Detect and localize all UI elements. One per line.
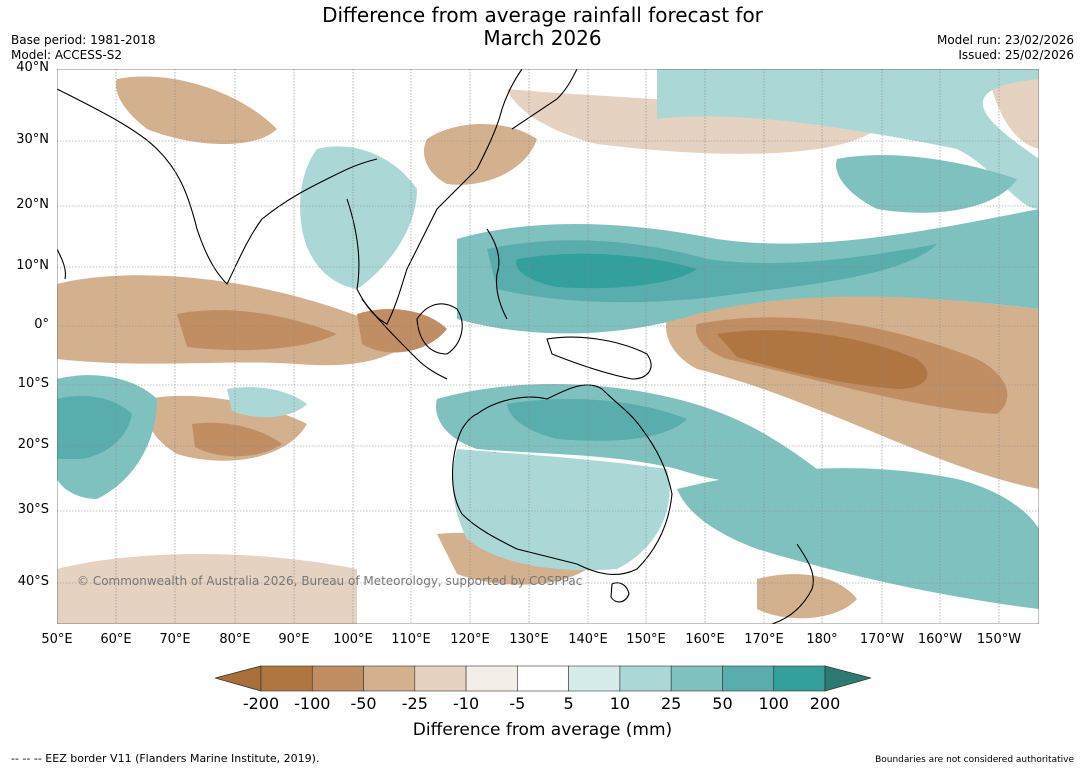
colorbar-tick-label: 100 bbox=[758, 694, 789, 713]
copyright-watermark: © Commonwealth of Australia 2026, Bureau… bbox=[77, 574, 583, 588]
boundaries-disclaimer: Boundaries are not considered authoritat… bbox=[875, 755, 1074, 765]
colorbar-label: Difference from average (mm) bbox=[412, 720, 673, 740]
coast-new-zealand bbox=[771, 543, 814, 624]
dry-pacific-max bbox=[717, 330, 928, 389]
longitude-label: 180° bbox=[806, 632, 838, 647]
colorbar-tick-label: -10 bbox=[453, 694, 480, 713]
colorbar-tick-label: 200 bbox=[809, 694, 841, 713]
longitude-label: 50°E bbox=[41, 632, 73, 647]
eez-border-note: -- -- -- EEZ border V11 (Flanders Marine… bbox=[11, 752, 320, 765]
graticule bbox=[57, 69, 1039, 624]
latitude-label: 40°S bbox=[17, 574, 49, 589]
coast-arabia-africa bbox=[57, 248, 66, 280]
latitude-label: 10°N bbox=[16, 258, 49, 273]
coast-new-guinea bbox=[546, 336, 652, 380]
colorbar-segment bbox=[363, 665, 416, 692]
issued-date: Issued: 25/02/2026 bbox=[958, 48, 1074, 62]
wet-south-pacific bbox=[677, 468, 1039, 609]
colorbar-extend-low bbox=[215, 665, 262, 692]
colorbar-tick-label: 50 bbox=[712, 694, 733, 713]
coast-japan bbox=[511, 69, 578, 130]
colorbar-tick-label: 10 bbox=[609, 694, 631, 713]
longitude-label: 110°E bbox=[391, 632, 431, 647]
rainfall-anomaly-field bbox=[57, 69, 1039, 624]
rainfall-map bbox=[57, 69, 1039, 624]
coast-australia bbox=[452, 384, 673, 575]
wet-indian-mid bbox=[227, 387, 307, 418]
wet-north-pacific-core bbox=[836, 155, 1017, 213]
colorbar-tick-label: -50 bbox=[350, 694, 377, 713]
dry-core-west-indian bbox=[177, 310, 337, 351]
longitude-label: 100°E bbox=[333, 632, 373, 647]
longitude-label: 80°E bbox=[219, 632, 251, 647]
latitude-label: 20°S bbox=[17, 437, 49, 452]
longitude-label: 90°E bbox=[278, 632, 310, 647]
wet-west-pacific-max bbox=[516, 253, 697, 289]
meta-left: Base period: 1981-2018 Model: ACCESS-S2 bbox=[11, 33, 156, 63]
colorbar-segment bbox=[619, 665, 672, 692]
colorbar-segment bbox=[517, 665, 569, 692]
coastlines bbox=[57, 69, 814, 624]
wet-north-pacific bbox=[657, 69, 1039, 209]
coast-philippines bbox=[486, 228, 508, 320]
map-title-line2: March 2026 bbox=[483, 26, 602, 50]
wet-australia-inland bbox=[452, 449, 670, 571]
colorbar-tick-label: 25 bbox=[660, 694, 682, 713]
longitude-label: 150°W bbox=[976, 632, 1022, 647]
model-run: Model run: 23/02/2026 bbox=[936, 33, 1074, 47]
colorbar-tick-label: -5 bbox=[509, 694, 526, 713]
colorbar-segment bbox=[465, 665, 518, 692]
colorbar-tick-label: -100 bbox=[294, 694, 331, 713]
dry-tasman bbox=[757, 574, 857, 619]
coast-indochina bbox=[346, 168, 478, 325]
longitude-label: 160°W bbox=[917, 632, 963, 647]
latitude-label: 30°S bbox=[17, 502, 49, 517]
wet-south-china-sea bbox=[300, 146, 417, 289]
dry-far-south bbox=[57, 554, 357, 624]
coast-borneo bbox=[416, 303, 463, 355]
colorbar-segment bbox=[568, 665, 621, 692]
colorbar-segment bbox=[414, 665, 467, 692]
map-title-line1: Difference from average rainfall forecas… bbox=[322, 3, 763, 27]
coast-china-korea bbox=[476, 69, 523, 170]
longitude-label: 170°E bbox=[744, 632, 784, 647]
colorbar-segment bbox=[722, 665, 775, 692]
colorbar-segments bbox=[215, 665, 871, 692]
meta-right: Model run: 23/02/2026 Issued: 25/02/2026 bbox=[937, 33, 1074, 63]
longitude-label: 160°E bbox=[685, 632, 725, 647]
longitude-label: 70°E bbox=[159, 632, 191, 647]
latitude-label: 20°N bbox=[16, 197, 49, 212]
latitude-label: 0° bbox=[34, 317, 49, 332]
longitude-label: 60°E bbox=[100, 632, 132, 647]
map-title: Difference from average rainfall forecas… bbox=[0, 4, 1085, 50]
colorbar-tick-label: -200 bbox=[242, 694, 280, 713]
dry-south-indian-core bbox=[192, 422, 282, 457]
colorbar-tick-label: -25 bbox=[401, 694, 428, 713]
model-name: Model: ACCESS-S2 bbox=[11, 48, 123, 62]
longitude-label: 170°W bbox=[859, 632, 905, 647]
dry-asia-north bbox=[116, 76, 278, 144]
wet-southwest-indian-core bbox=[57, 395, 132, 459]
base-period: Base period: 1981-2018 bbox=[11, 33, 156, 47]
dry-northeast bbox=[987, 69, 1039, 149]
colorbar-segment bbox=[773, 665, 826, 692]
latitude-label: 10°S bbox=[17, 376, 49, 391]
longitude-label: 150°E bbox=[626, 632, 666, 647]
dry-china-japan bbox=[423, 124, 537, 185]
longitude-label: 130°E bbox=[509, 632, 549, 647]
colorbar-extend-high bbox=[824, 665, 871, 692]
longitude-label: 120°E bbox=[450, 632, 490, 647]
colorbar-segment bbox=[670, 665, 723, 692]
latitude-label: 40°N bbox=[16, 60, 49, 75]
wet-australia-core bbox=[507, 399, 687, 441]
colorbar-segment bbox=[311, 665, 364, 692]
colorbar-tick-label: 5 bbox=[563, 694, 574, 713]
coast-sumatra bbox=[361, 298, 448, 380]
latitude-label: 30°N bbox=[16, 132, 49, 147]
coast-india bbox=[57, 88, 378, 285]
colorbar-segment bbox=[260, 665, 313, 692]
dry-north-pacific bbox=[507, 89, 877, 154]
colorbar bbox=[215, 665, 871, 692]
longitude-label: 140°E bbox=[568, 632, 608, 647]
